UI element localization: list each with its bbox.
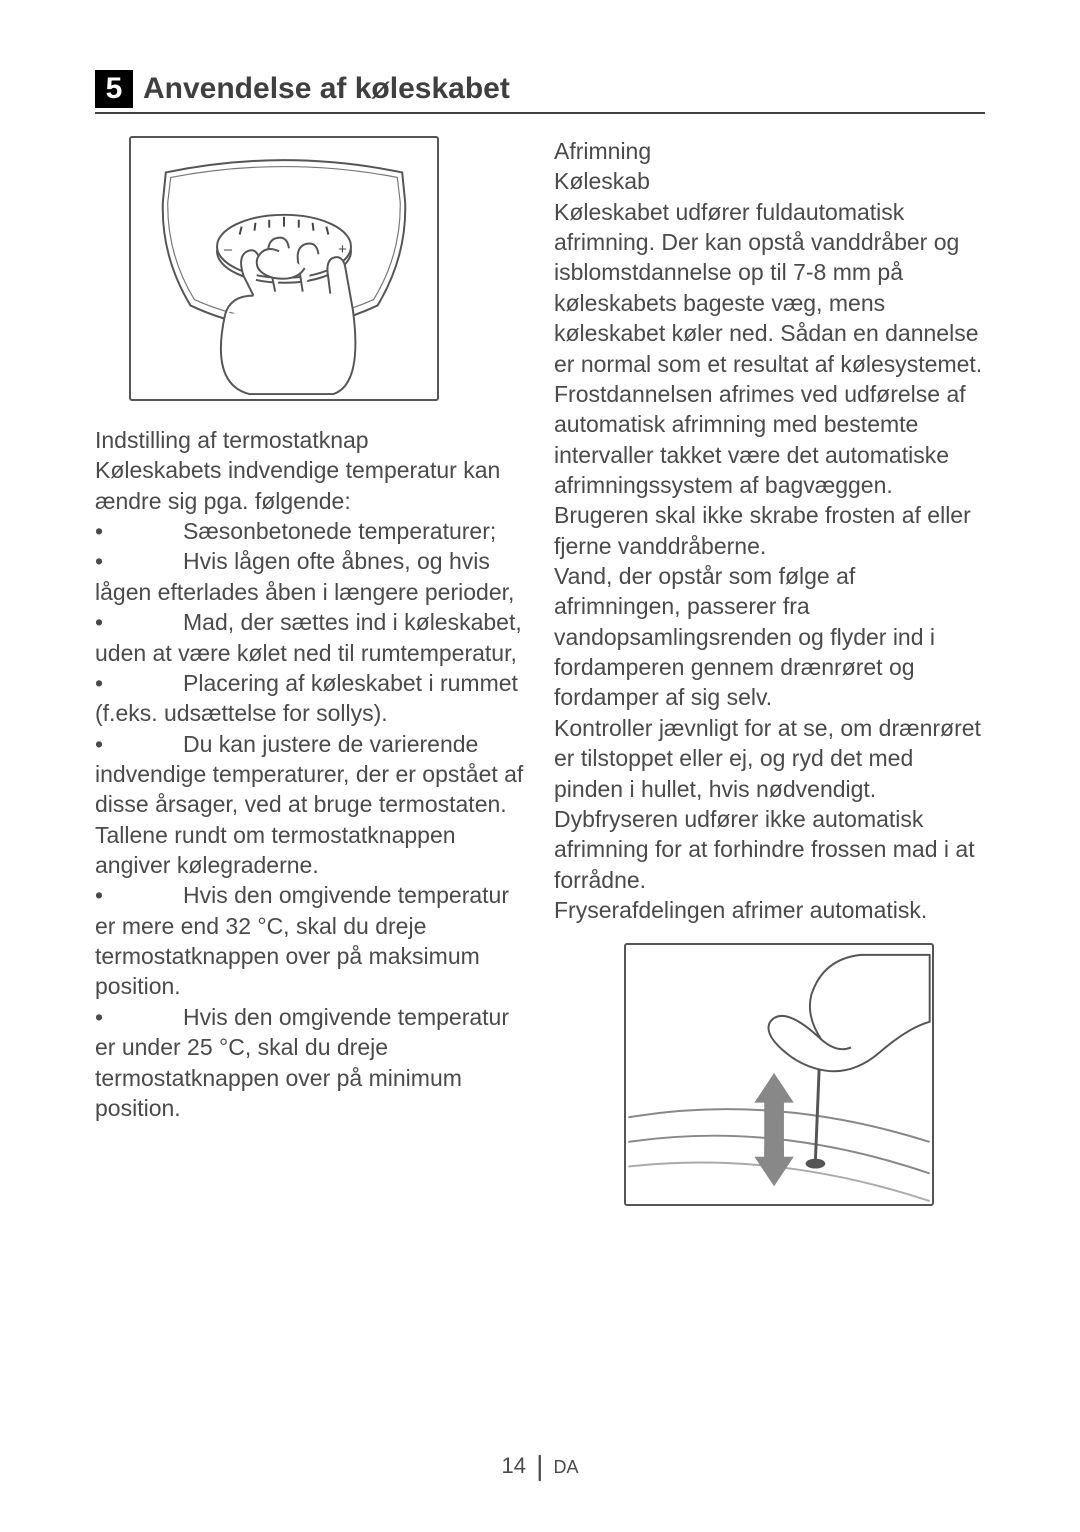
section-header: 5 Anvendelse af køleskabet: [95, 70, 985, 108]
footer-language: DA: [554, 1457, 579, 1477]
section-title: Anvendelse af køleskabet: [143, 72, 510, 106]
bullet-item: •Mad, der sættes ind i køleskabet, uden …: [95, 607, 526, 668]
section-number-box: 5: [95, 70, 133, 108]
drain-svg: [626, 945, 932, 1204]
left-column: – + Indstilling af termostatknap Køleska…: [95, 136, 526, 1206]
right-para-5: Fryserafdelingen afrimer automatisk.: [554, 895, 985, 925]
bullet-icon: •: [95, 1002, 183, 1032]
thermostat-knob-illustration: – +: [129, 136, 439, 401]
right-para-1: Køleskabet udfører fuldautomatisk afrimn…: [554, 197, 985, 561]
bullet-icon: •: [95, 668, 183, 698]
bullet-icon: •: [95, 607, 183, 637]
header-rule: [95, 112, 985, 114]
right-para-4: Dybfryseren udfører ikke automatisk afri…: [554, 804, 985, 895]
footer-separator: |: [532, 1450, 547, 1481]
section-number: 5: [106, 72, 123, 106]
thermostat-svg: – +: [131, 138, 437, 399]
left-heading: Indstilling af termostatknap: [95, 425, 526, 455]
bullet-item: •Hvis den omgivende temperatur er mere e…: [95, 880, 526, 1001]
svg-text:+: +: [338, 242, 347, 258]
right-para-3: Kontroller jævnligt for at se, om drænrø…: [554, 713, 985, 804]
right-column: Afrimning Køleskab Køleskabet udfører fu…: [554, 136, 985, 1206]
bullet-icon: •: [95, 880, 183, 910]
bullet-item: •Sæsonbetonede temperaturer;: [95, 516, 526, 546]
bullet-icon: •: [95, 546, 183, 576]
left-intro: Køleskabets indvendige temperatur kan æn…: [95, 455, 526, 516]
bullet-item: •Du kan justere de varierende indvendige…: [95, 729, 526, 881]
page-number: 14: [501, 1453, 525, 1478]
bullet-text: Sæsonbetonede temperaturer;: [183, 518, 496, 544]
bullet-item: •Hvis den omgivende temperatur er under …: [95, 1002, 526, 1123]
right-heading-2: Køleskab: [554, 166, 985, 196]
bullet-item: •Hvis lågen ofte åbnes, og hvis lågen ef…: [95, 546, 526, 607]
bullet-icon: •: [95, 516, 183, 546]
bullet-item: •Placering af køleskabet i rummet (f.eks…: [95, 668, 526, 729]
two-column-layout: – + Indstilling af termostatknap Køleska…: [95, 136, 985, 1206]
document-page: 5 Anvendelse af køleskabet: [0, 0, 1080, 1532]
drain-cleaning-illustration: [624, 943, 934, 1206]
bullet-icon: •: [95, 729, 183, 759]
page-footer: 14 | DA: [0, 1448, 1080, 1480]
right-heading-1: Afrimning: [554, 136, 985, 166]
right-para-2: Vand, der opstår som følge af afrimninge…: [554, 561, 985, 713]
svg-text:–: –: [224, 242, 233, 258]
